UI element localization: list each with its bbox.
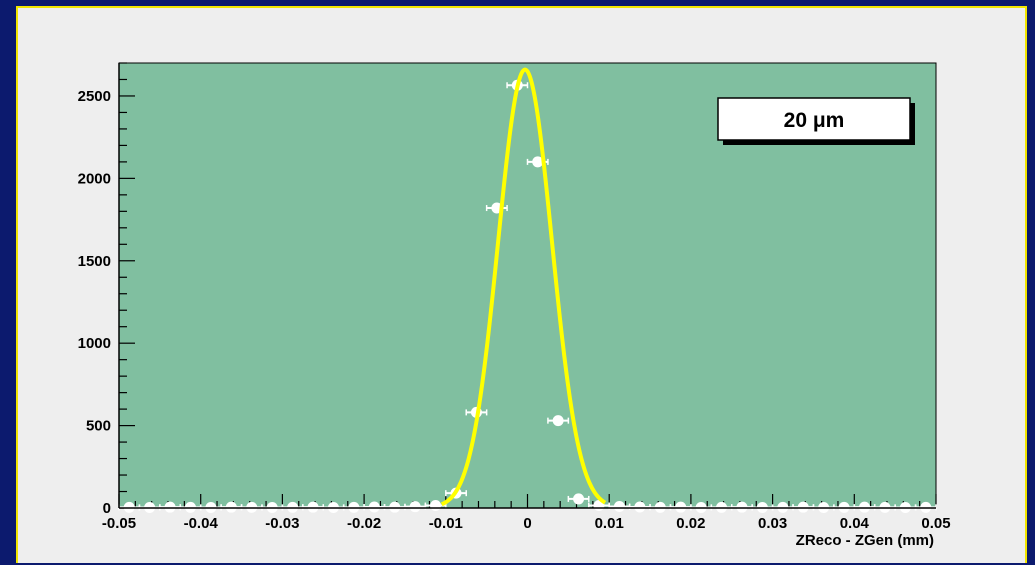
x-tick-label: 0.02	[676, 515, 705, 532]
x-tick-label: 0.01	[595, 515, 624, 532]
point-marker	[797, 501, 809, 513]
data-point	[547, 415, 570, 427]
y-tick-label: 2000	[78, 170, 111, 187]
legend-frame	[717, 97, 911, 141]
point-marker	[859, 501, 871, 513]
x-tick-label: -0.03	[265, 515, 299, 532]
point-marker	[368, 501, 380, 513]
point-marker	[409, 501, 421, 513]
point-marker	[532, 156, 544, 168]
x-tick-label: -0.04	[184, 515, 219, 532]
x-tick-label: -0.01	[429, 515, 463, 532]
y-tick-label: 500	[86, 418, 111, 435]
y-tick-label: 0	[103, 500, 111, 517]
x-tick-label: -0.02	[347, 515, 381, 532]
point-marker	[430, 500, 442, 512]
point-marker	[634, 501, 646, 513]
gaussian-fit-curve	[440, 67, 607, 507]
point-marker	[225, 501, 237, 513]
point-marker	[164, 501, 176, 513]
x-tick-label: 0.05	[921, 515, 950, 532]
y-tick-label: 1500	[78, 253, 111, 270]
point-marker	[307, 501, 319, 513]
y-tick-label: 1000	[78, 335, 111, 352]
x-axis-tick-labels: -0.05 -0.04 -0.03 -0.02 -0.01 0 0.01 0.02 0.03 0.…	[102, 515, 951, 532]
legend: 20 μm	[717, 97, 915, 145]
data-point	[567, 493, 590, 505]
y-axis-tick-labels: 0 500 1000 1500 2000 2500	[78, 88, 111, 517]
legend-label: 20 μm	[784, 109, 845, 132]
point-marker	[389, 501, 401, 513]
x-tick-label: 0.04	[840, 515, 870, 532]
y-tick-label: 2500	[78, 88, 111, 105]
point-marker	[613, 501, 625, 513]
x-tick-label: 0	[523, 515, 531, 532]
point-marker	[573, 493, 585, 505]
x-tick-label: -0.05	[102, 515, 136, 532]
x-tick-label: 0.03	[758, 515, 787, 532]
canvas-panel: 0 500 1000 1500 2000 2500 -0.05 -0.04 -0.03 -0.0…	[16, 6, 1027, 563]
x-axis-title: ZReco - ZGen (mm)	[796, 532, 934, 549]
point-marker	[552, 415, 564, 427]
point-marker	[736, 501, 748, 513]
point-marker	[675, 501, 687, 513]
